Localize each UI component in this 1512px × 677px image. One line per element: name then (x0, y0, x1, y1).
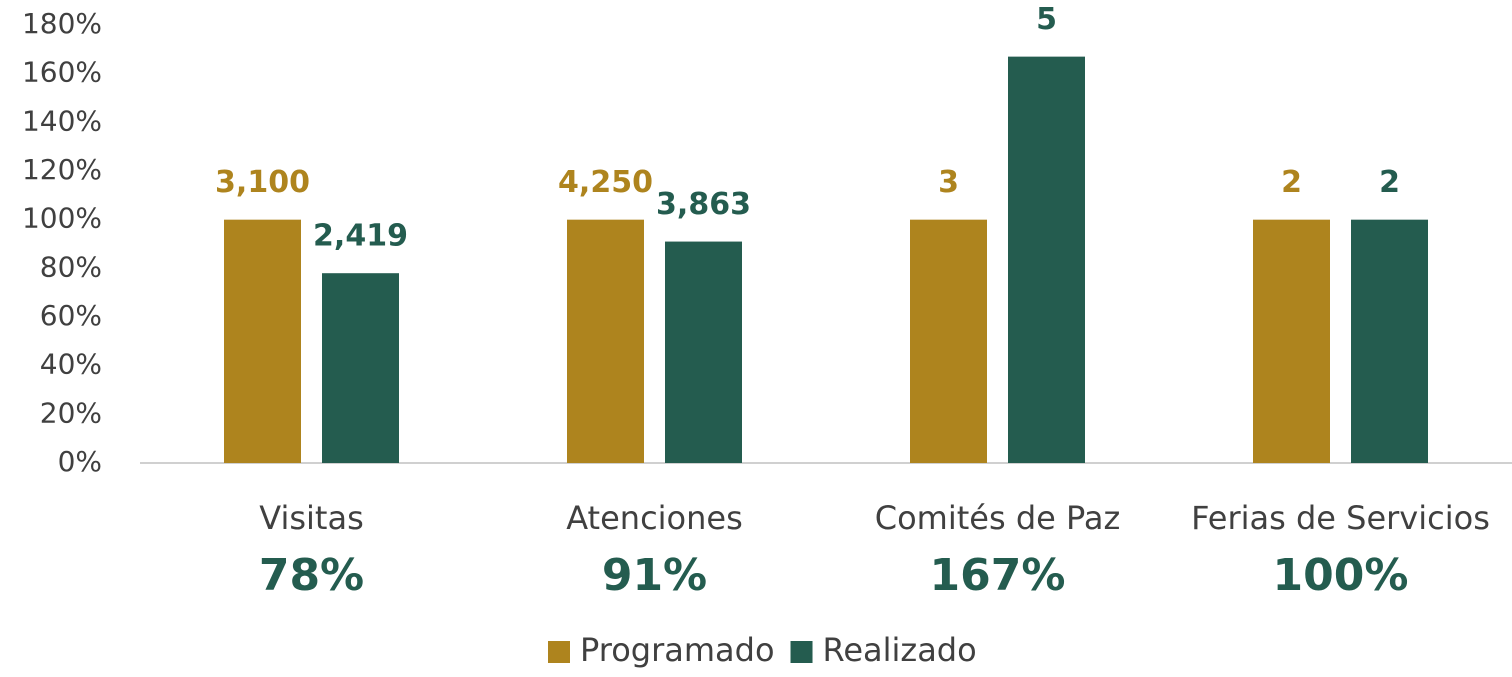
data-label: 2,419 (313, 219, 408, 254)
rate-label: 91% (602, 550, 707, 601)
data-label: 5 (1036, 2, 1057, 37)
rate-label: 78% (259, 550, 364, 601)
bar (665, 241, 742, 463)
y-tick-label: 180% (22, 7, 102, 40)
y-tick-label: 0% (58, 445, 102, 478)
y-tick-label: 80% (40, 250, 102, 283)
data-label: 3,863 (656, 187, 751, 222)
bar (1351, 219, 1428, 463)
legend-label: Realizado (823, 631, 977, 669)
bar (224, 219, 301, 463)
y-tick-label: 20% (40, 396, 102, 429)
rate-label: 100% (1273, 550, 1409, 601)
legend-swatch (790, 641, 813, 663)
data-label: 3,100 (215, 165, 310, 200)
bar (1008, 56, 1085, 464)
data-label: 2 (1281, 165, 1302, 200)
bar (567, 219, 644, 463)
y-tick-label: 160% (22, 56, 102, 89)
y-tick-label: 40% (40, 348, 102, 381)
data-label: 3 (938, 165, 959, 200)
legend-label: Programado (580, 631, 775, 669)
y-tick-label: 140% (22, 104, 102, 137)
y-tick-label: 60% (40, 299, 102, 332)
data-label: 2 (1379, 165, 1400, 200)
bar (910, 219, 987, 463)
rate-label: 167% (930, 550, 1066, 601)
bar (322, 273, 399, 463)
data-label: 4,250 (558, 165, 653, 200)
y-tick-label: 100% (22, 202, 102, 235)
x-tick-label: Atenciones (566, 499, 743, 537)
bar (1253, 219, 1330, 463)
y-tick-label: 120% (22, 153, 102, 186)
legend-swatch (548, 641, 570, 663)
x-tick-label: Ferias de Servicios (1191, 499, 1490, 537)
x-tick-label: Comités de Paz (875, 499, 1121, 537)
x-tick-label: Visitas (259, 499, 363, 537)
